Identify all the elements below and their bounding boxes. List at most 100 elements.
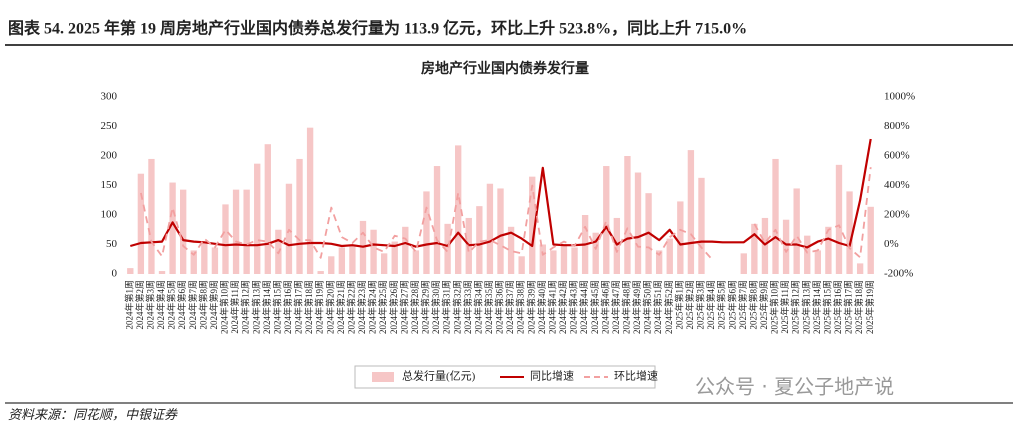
bar [412, 250, 420, 274]
x-tick-label: 2024年第8周 [197, 280, 208, 330]
bar [211, 247, 219, 274]
x-tick-label: 2024年第45周 [589, 280, 600, 334]
x-tick-label: 2024年第5周 [166, 280, 177, 330]
bar [423, 191, 430, 274]
x-tick-label: 2025年第17周 [843, 280, 854, 334]
legend-label: 环比增速 [614, 369, 658, 383]
bar [476, 206, 483, 274]
y-tick-label: 300 [101, 91, 118, 103]
x-tick-label: 2024年第40周 [536, 280, 547, 334]
x-tick-label: 2025年第5周 [716, 280, 727, 330]
bar [529, 176, 536, 274]
bar [571, 247, 578, 274]
x-tick-label: 2024年第24周 [367, 280, 378, 334]
x-tick-label: 2024年第1周 [123, 280, 134, 330]
x-tick-label: 2025年第15周 [821, 280, 832, 334]
bar [180, 189, 187, 274]
x-tick-label: 2025年第19周 [864, 280, 875, 334]
bar [751, 223, 758, 274]
x-tick-label: 2024年第38周 [515, 280, 526, 334]
x-tick-label: 2024年第13周 [250, 280, 261, 334]
x-tick-label: 2025年第18周 [853, 280, 864, 334]
bar [148, 158, 155, 274]
y-tick-label: 250 [101, 120, 118, 132]
bar [391, 241, 398, 274]
bar [349, 244, 356, 274]
x-tick-label: 2024年第31周 [441, 280, 452, 334]
x-tick-label: 2024年第25周 [377, 280, 388, 334]
x-tick-label: 2024年第35周 [483, 280, 494, 334]
bar [761, 217, 769, 274]
x-tick-label: 2024年第52周 [663, 280, 674, 334]
bar [296, 158, 303, 274]
y-tick-label: 50 [106, 238, 118, 250]
x-tick-label: 2025年第7周 [737, 280, 748, 330]
bar [793, 188, 800, 274]
bar [497, 188, 504, 274]
y2-tick-label: -200% [884, 268, 913, 280]
x-tick-label: 2024年第4周 [155, 280, 166, 330]
bar [560, 244, 568, 274]
x-tick-label: 2024年第20周 [324, 280, 335, 334]
x-tick-label: 2025年第12周 [790, 280, 801, 334]
x-tick-label: 2025年第4周 [705, 280, 716, 330]
bar [455, 145, 462, 274]
x-tick-label: 2024年第33周 [462, 280, 473, 334]
legend-label: 总发行量(亿元) [402, 369, 476, 383]
x-tick-label: 2025年第3周 [695, 280, 706, 330]
bar [804, 235, 811, 274]
x-tick-label: 2025年第14周 [811, 280, 822, 334]
bar [550, 250, 557, 274]
page-title: 图表 54. 2025 年第 19 周房地产行业国内债券总发行量为 113.9 … [8, 19, 747, 38]
bar [201, 241, 208, 274]
bar [222, 204, 229, 274]
bar [677, 201, 684, 274]
x-tick-label: 2024年第43周 [568, 280, 579, 334]
x-tick-label: 2024年第18周 [303, 280, 314, 334]
bar [782, 219, 790, 274]
bar [772, 158, 779, 274]
x-tick-label: 2024年第29周 [420, 280, 431, 334]
y-tick-label: 0 [112, 268, 118, 280]
bar [518, 256, 525, 274]
bar [433, 166, 441, 274]
bar [243, 189, 250, 274]
x-tick-label: 2024年第19周 [314, 280, 325, 334]
bar [169, 182, 176, 274]
x-tick-label: 2024年第26周 [388, 280, 399, 334]
y2-tick-label: 1000% [884, 91, 915, 103]
bar [698, 177, 705, 274]
bar [306, 127, 314, 275]
bar [666, 238, 673, 274]
chart-title: 房地产行业国内债券发行量 [421, 60, 589, 77]
x-tick-label: 2024年第16周 [282, 280, 293, 334]
x-tick-label: 2024年第15周 [271, 280, 282, 334]
x-tick-label: 2024年第51周 [652, 280, 663, 334]
legend-box [354, 365, 656, 389]
y-tick-label: 150 [101, 179, 118, 191]
x-tick-label: 2024年第11周 [229, 280, 240, 334]
bar [687, 150, 695, 274]
x-tick-label: 2024年第32周 [451, 280, 462, 334]
bar [328, 256, 335, 274]
y-tick-label: 200 [101, 150, 118, 162]
bar [867, 206, 874, 274]
bar [317, 271, 324, 274]
x-tick-label: 2024年第17周 [293, 280, 304, 334]
bar [137, 173, 145, 274]
bar [127, 268, 134, 274]
bar [634, 172, 642, 274]
x-tick-label: 2024年第37周 [504, 280, 515, 334]
x-tick-label: 2024年第21周 [335, 280, 346, 334]
bar [402, 226, 409, 274]
x-tick-label: 2024年第50周 [642, 280, 653, 334]
x-tick-label: 2025年第8周 [747, 280, 758, 330]
legend-swatch [372, 372, 394, 382]
bar [232, 189, 240, 274]
bar [370, 229, 377, 274]
bar [190, 250, 197, 274]
x-tick-label: 2024年第49周 [631, 280, 642, 334]
x-tick-label: 2024年第48周 [620, 280, 631, 334]
bar [380, 253, 388, 274]
